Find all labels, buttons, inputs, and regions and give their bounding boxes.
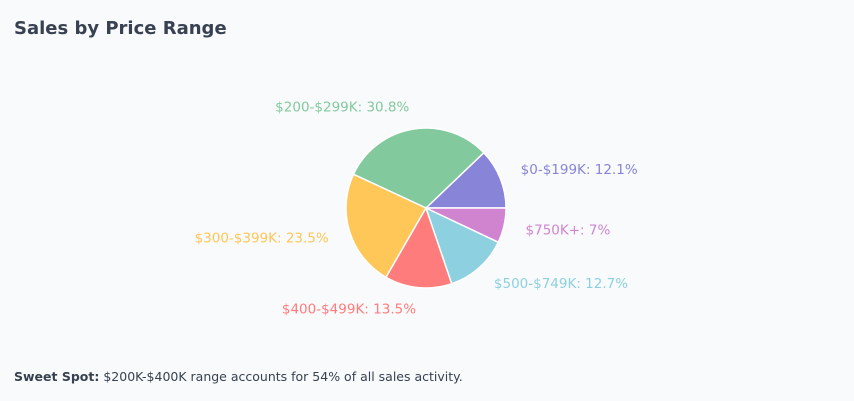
pie-slice-4[interactable] (424, 206, 500, 285)
pie-slice-3[interactable] (384, 206, 453, 289)
slice-label-0: $0-$199K: 12.1% (521, 162, 638, 178)
slice-label-3: $400-$499K: 13.5% (282, 302, 416, 318)
pie-slice-0[interactable] (424, 151, 507, 209)
sweet-spot-note: Sweet Spot: $200K-$400K range accounts f… (14, 369, 463, 384)
slice-label-5: $750K+: 7% (526, 222, 611, 238)
slice-label-2: $300-$399K: 23.5% (195, 231, 329, 247)
slice-label-1: $200-$299K: 30.8% (275, 99, 409, 115)
chart-title: Sales by Price Range (14, 18, 227, 39)
note-label: Sweet Spot: (14, 369, 100, 384)
slice-label-4: $500-$749K: 12.7% (494, 276, 628, 292)
note-text: $200K-$400K range accounts for 54% of al… (99, 369, 463, 384)
pie-slice-5[interactable] (425, 207, 507, 244)
pie-slice-1[interactable] (352, 127, 485, 209)
pie-slice-2[interactable] (345, 173, 428, 279)
